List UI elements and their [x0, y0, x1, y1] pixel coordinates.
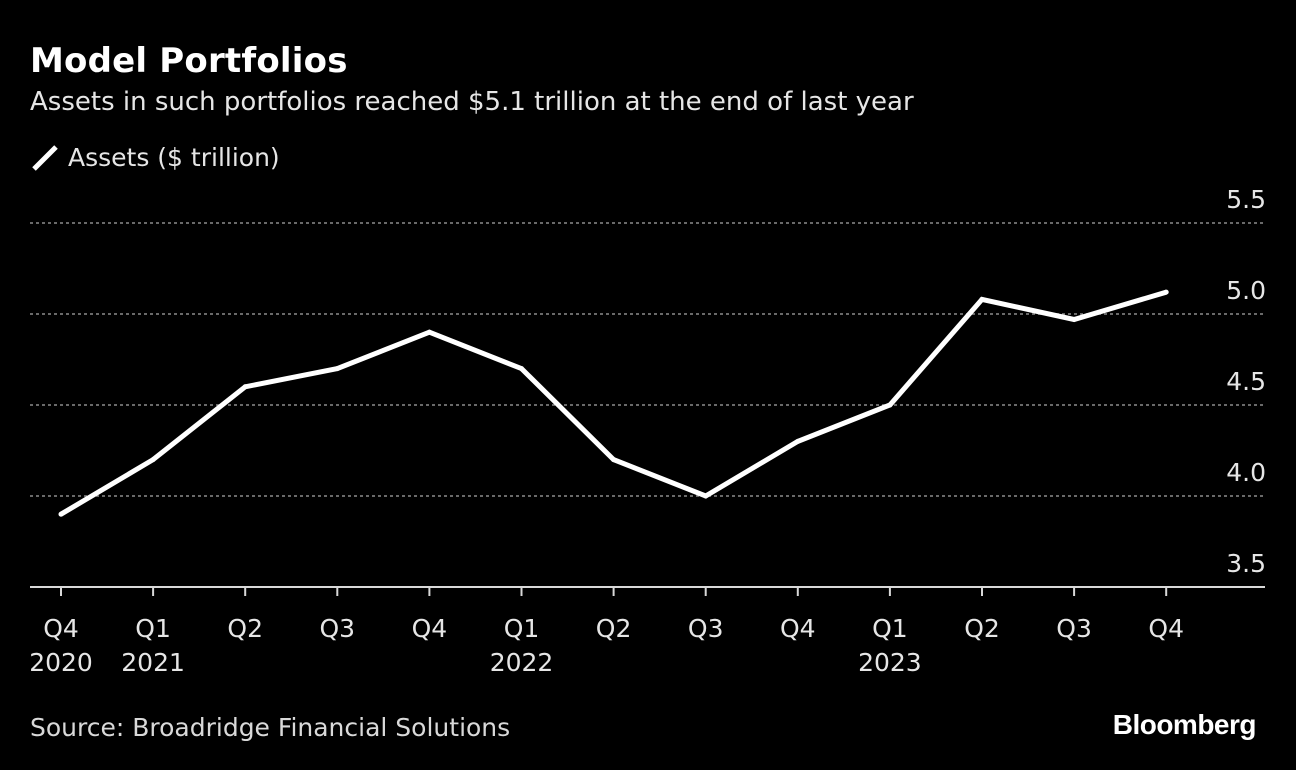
x-tick-label: Q1	[504, 614, 540, 643]
y-tick-label: 4.5	[1226, 367, 1266, 396]
y-tick-label: 5.5	[1226, 185, 1266, 214]
data-point	[150, 457, 156, 463]
data-point	[334, 366, 340, 372]
x-tick-label: Q4	[43, 614, 79, 643]
data-point	[979, 296, 985, 302]
data-point	[426, 329, 432, 335]
chart-subtitle: Assets in such portfolios reached $5.1 t…	[30, 87, 914, 117]
data-point	[795, 438, 801, 444]
data-point	[887, 402, 893, 408]
x-tick-label: Q4	[780, 614, 816, 643]
y-tick-label: 4.0	[1226, 458, 1266, 487]
x-tick-label: Q3	[320, 614, 356, 643]
x-tick-label: Q4	[412, 614, 448, 643]
y-tick-label: 5.0	[1226, 276, 1266, 305]
y-tick-label: 3.5	[1226, 549, 1266, 578]
legend-label: Assets ($ trillion)	[68, 143, 280, 172]
x-tick-label: Q3	[688, 614, 724, 643]
legend-line-icon	[32, 145, 58, 171]
data-point	[1071, 316, 1077, 322]
data-point	[58, 511, 64, 517]
x-tick-label: Q2	[596, 614, 632, 643]
chart-title: Model Portfolios	[30, 41, 348, 81]
x-tick-label: Q1	[872, 614, 908, 643]
x-tick-label: Q3	[1056, 614, 1092, 643]
x-tick-label: Q4	[1148, 614, 1184, 643]
data-point	[519, 366, 524, 372]
data-point	[242, 384, 248, 390]
x-tick-label: Q1	[135, 614, 171, 643]
x-tick-label: Q2	[227, 614, 263, 643]
source-note: Source: Broadridge Financial Solutions	[30, 713, 511, 742]
data-point	[611, 457, 617, 463]
chart-legend: Assets ($ trillion)	[30, 141, 280, 175]
x-year-label: 2023	[858, 648, 922, 677]
data-point	[703, 493, 709, 499]
x-year-label: 2022	[490, 648, 554, 677]
data-point	[1163, 289, 1169, 295]
x-year-label: 2020	[29, 648, 93, 677]
x-year-label: 2021	[121, 648, 185, 677]
bloomberg-logo: Bloomberg	[1112, 709, 1257, 740]
x-tick-label: Q2	[964, 614, 1000, 643]
series-line	[59, 289, 1167, 517]
